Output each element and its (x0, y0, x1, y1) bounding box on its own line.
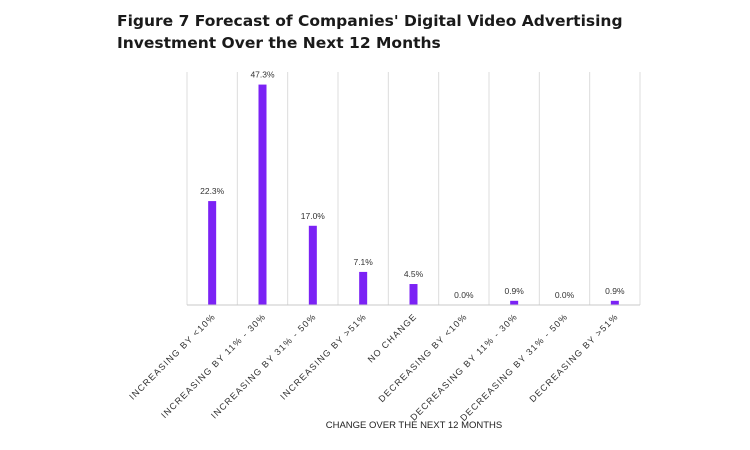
bar-4 (409, 284, 418, 305)
bars (208, 84, 619, 305)
value-label-8: 0.9% (605, 286, 625, 296)
category-label-6: DECREASING BY 11% - 30% (408, 311, 519, 422)
value-label-4: 4.5% (404, 269, 424, 279)
category-label-0: INCREASING BY <10% (127, 311, 217, 401)
value-label-6: 0.9% (504, 286, 524, 296)
category-tick-labels: INCREASING BY <10%INCREASING BY 11% - 30… (127, 311, 620, 423)
bar-6 (510, 300, 519, 305)
bar-0 (208, 201, 217, 305)
value-label-1: 47.3% (250, 70, 275, 80)
chart-title: Figure 7 Forecast of Companies' Digital … (117, 12, 623, 52)
x-axis-label: CHANGE OVER THE NEXT 12 MONTHS (326, 420, 503, 431)
category-label-3: INCREASING BY >51% (278, 311, 368, 401)
value-label-5: 0.0% (454, 290, 474, 300)
category-label-5: DECREASING BY <10% (376, 311, 469, 404)
bar-1 (258, 84, 267, 305)
bar-3 (359, 271, 368, 305)
category-label-7: DECREASING BY 31% - 50% (458, 311, 570, 423)
value-label-2: 17.0% (301, 211, 326, 221)
value-label-0: 22.3% (200, 186, 225, 196)
category-label-1: INCREASING BY 11% - 30% (159, 311, 268, 420)
bar-2 (308, 225, 317, 305)
category-label-2: INCREASING BY 31% - 50% (209, 311, 318, 420)
bar-8 (610, 300, 619, 305)
category-label-4: NO CHANGE (366, 311, 419, 364)
value-labels: 22.3% 47.3% 17.0% 7.1% 4.5% 0.0% 0.9% 0.0% 0.9% (200, 70, 625, 300)
category-label-8: DECREASING BY >51% (527, 311, 620, 404)
value-label-7: 0.0% (555, 290, 575, 300)
value-label-3: 7.1% (353, 257, 373, 267)
gridlines (186, 72, 641, 305)
